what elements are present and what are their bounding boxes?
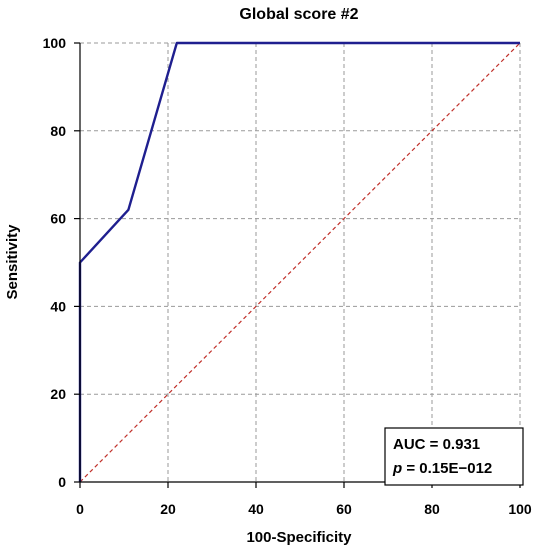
- x-tick-label: 60: [336, 501, 352, 517]
- annotation-frame: [384, 427, 524, 486]
- y-tick-label: 40: [50, 298, 66, 314]
- y-tick-label: 0: [58, 474, 66, 490]
- chart-title: Global score #2: [239, 6, 358, 23]
- x-tick-label: 20: [160, 501, 176, 517]
- p-symbol: p: [392, 460, 402, 477]
- tick-labels: 0 20 40 60 80 100 0 20 40 60 80 100: [43, 35, 532, 517]
- y-tick-label: 60: [50, 211, 66, 227]
- p-value: = 0.15E−012: [402, 460, 492, 477]
- x-axis-label: 100-Specificity: [246, 529, 352, 546]
- annotation-box: AUC = 0.931 p = 0.15E−012: [384, 427, 524, 486]
- x-tick-label: 0: [76, 501, 84, 517]
- y-tick-label: 80: [50, 123, 66, 139]
- x-tick-label: 40: [248, 501, 264, 517]
- x-tick-label: 80: [424, 501, 440, 517]
- y-axis-label: Sensitivity: [4, 224, 21, 300]
- y-tick-label: 100: [43, 35, 67, 51]
- p-value-text: p = 0.15E−012: [392, 460, 492, 477]
- reference-diagonal-line: [79, 42, 521, 483]
- y-tick-label: 20: [50, 386, 66, 402]
- x-tick-label: 100: [508, 501, 532, 517]
- auc-text: AUC = 0.931: [393, 436, 480, 453]
